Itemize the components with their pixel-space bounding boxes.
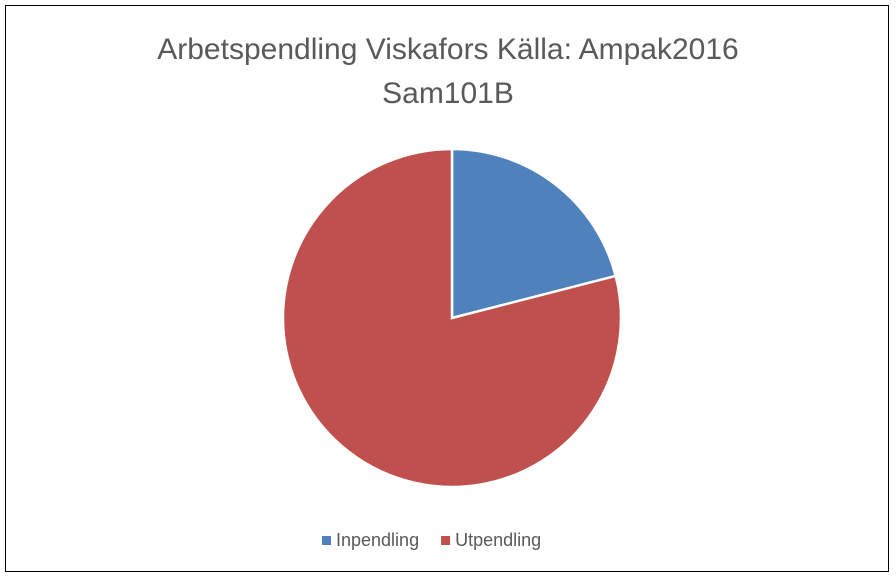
pie-slice [281, 147, 623, 489]
legend-label: Inpendling [336, 530, 419, 550]
legend-swatch [322, 536, 331, 545]
legend-swatch [441, 536, 451, 545]
legend-label: Utpendling [455, 530, 541, 550]
pie-slice [450, 147, 618, 320]
chart-frame [5, 5, 889, 572]
chart-title: Arbetspendling Viskafors Källa: Ampak201… [157, 33, 739, 110]
